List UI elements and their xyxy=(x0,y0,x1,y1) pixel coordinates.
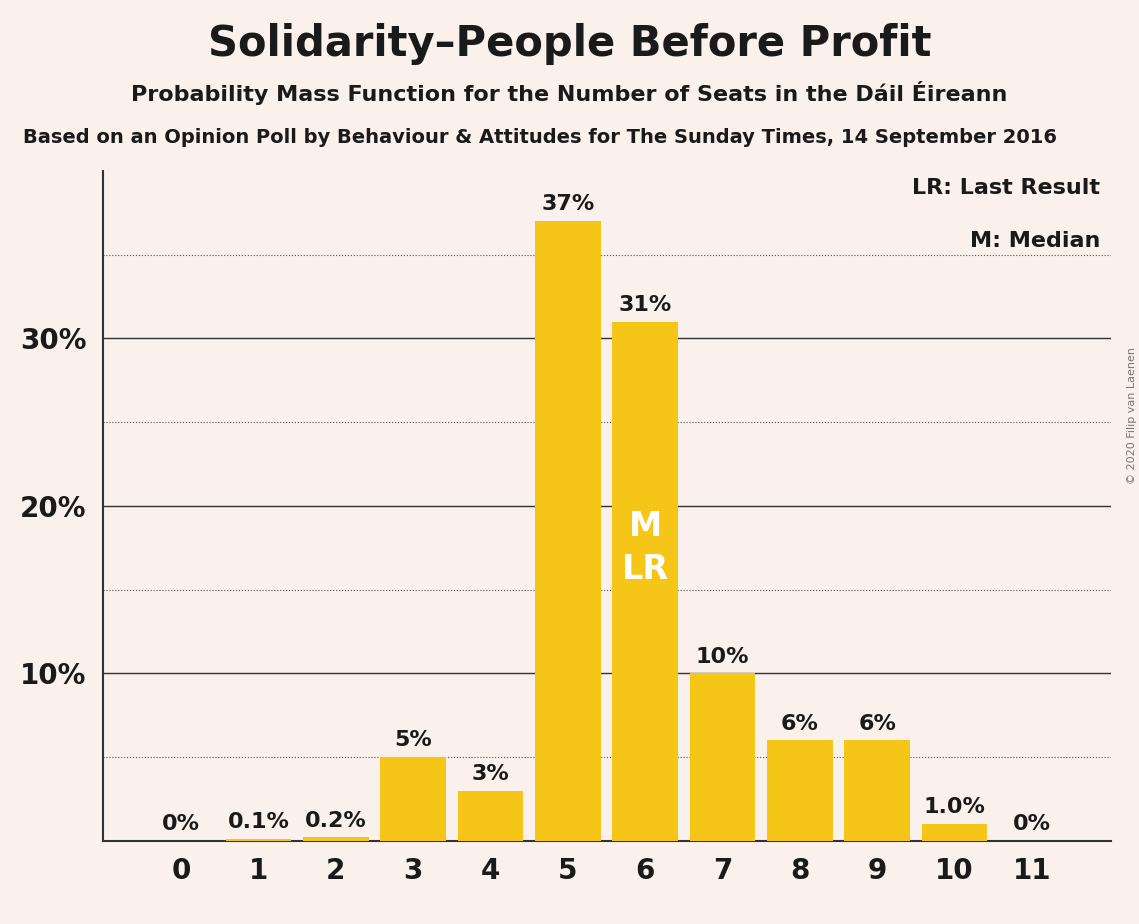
Text: 0%: 0% xyxy=(162,814,200,834)
Text: 1.0%: 1.0% xyxy=(924,797,985,818)
Bar xyxy=(458,791,524,841)
Text: Probability Mass Function for the Number of Seats in the Dáil Éireann: Probability Mass Function for the Number… xyxy=(131,81,1008,105)
Bar xyxy=(380,757,446,841)
Text: 5%: 5% xyxy=(394,730,432,750)
Text: 6%: 6% xyxy=(781,713,819,734)
Text: M
LR: M LR xyxy=(622,509,669,586)
Bar xyxy=(535,221,600,841)
Text: 0.1%: 0.1% xyxy=(228,812,289,833)
Text: 0%: 0% xyxy=(1013,814,1051,834)
Text: LR: Last Result: LR: Last Result xyxy=(912,177,1100,198)
Bar xyxy=(689,674,755,841)
Bar xyxy=(303,837,369,841)
Bar xyxy=(767,740,833,841)
Text: M: Median: M: Median xyxy=(970,231,1100,251)
Text: Solidarity–People Before Profit: Solidarity–People Before Profit xyxy=(207,23,932,65)
Text: 31%: 31% xyxy=(618,295,672,315)
Bar xyxy=(226,839,292,841)
Text: 6%: 6% xyxy=(859,713,896,734)
Text: © 2020 Filip van Laenen: © 2020 Filip van Laenen xyxy=(1126,347,1137,484)
Text: 3%: 3% xyxy=(472,764,509,784)
Text: 0.2%: 0.2% xyxy=(305,810,367,831)
Text: Based on an Opinion Poll by Behaviour & Attitudes for The Sunday Times, 14 Septe: Based on an Opinion Poll by Behaviour & … xyxy=(23,128,1057,147)
Text: 10%: 10% xyxy=(696,647,749,667)
Bar xyxy=(613,322,678,841)
Bar xyxy=(921,824,988,841)
Text: 37%: 37% xyxy=(541,194,595,214)
Bar xyxy=(844,740,910,841)
